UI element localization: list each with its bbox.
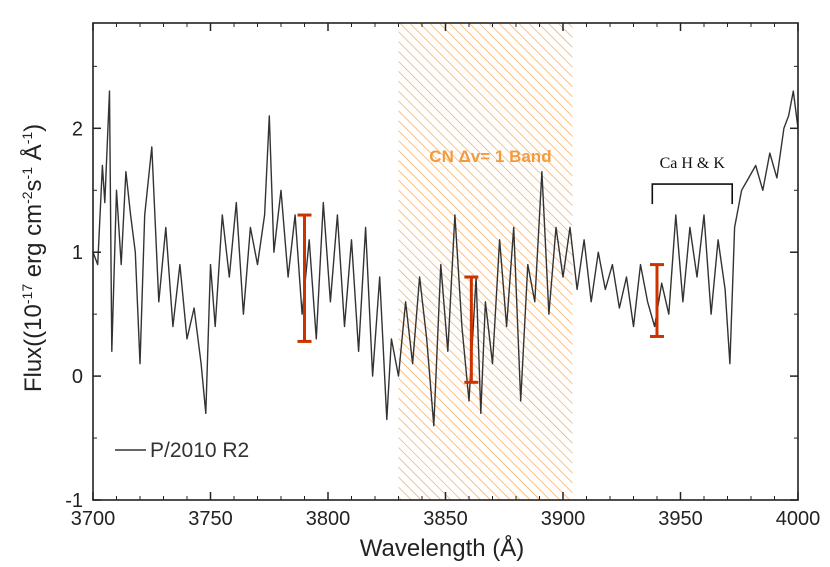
legend: P/2010 R2 bbox=[115, 439, 249, 462]
y-axis-title: Flux((10-17 erg cm-2s-1 Å-1) bbox=[19, 124, 47, 392]
x-tick-label: 4000 bbox=[776, 508, 821, 530]
x-tick-label: 3700 bbox=[71, 508, 116, 530]
y-tick-label: 0 bbox=[72, 366, 83, 388]
error-bar bbox=[650, 263, 664, 338]
x-tick-label: 3950 bbox=[658, 508, 703, 530]
cn-band-label: CN Δv= 1 Band bbox=[429, 147, 551, 166]
series-line-p2010r2 bbox=[92, 90, 799, 427]
x-tick-label: 3900 bbox=[541, 508, 586, 530]
cn-band-region bbox=[398, 23, 573, 500]
legend-label-p2010r2: P/2010 R2 bbox=[150, 439, 249, 462]
x-tick-label: 3850 bbox=[423, 508, 468, 530]
ca-hk-bracket bbox=[651, 183, 733, 205]
error-bar bbox=[297, 213, 312, 343]
x-tick-label: 3800 bbox=[306, 508, 351, 530]
y-tick-label: 1 bbox=[72, 242, 83, 264]
y-tick-label: -1 bbox=[65, 490, 83, 512]
x-axis-title: Wavelength (Å) bbox=[360, 534, 525, 562]
y-tick-label: 2 bbox=[72, 118, 83, 140]
error-bar bbox=[464, 275, 479, 384]
x-tick-label: 3750 bbox=[188, 508, 233, 530]
ca-hk-label: Ca H & K bbox=[660, 155, 726, 172]
